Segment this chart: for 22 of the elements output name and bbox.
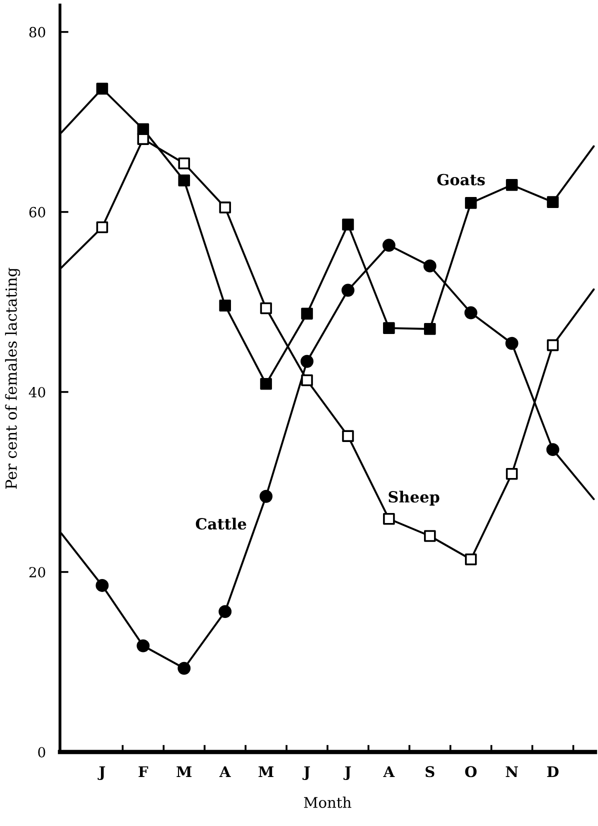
series-label: Cattle	[196, 518, 246, 530]
x-tick-label: M	[176, 766, 192, 777]
x-tick-label: O	[465, 766, 477, 778]
x-tick-label: S	[426, 766, 434, 778]
y-tick-label: 80	[29, 26, 46, 38]
x-tick-label: J	[343, 766, 351, 780]
x-tick-label: N	[506, 766, 518, 777]
y-tick-label: 40	[28, 386, 46, 398]
series-label: Goats	[437, 174, 485, 186]
series-label: Sheep	[388, 490, 440, 506]
y-tick-label: 20	[29, 566, 46, 578]
y-tick-label: 0	[38, 746, 46, 758]
x-tick-label: J	[98, 766, 106, 780]
x-axis-title: Month	[304, 796, 352, 808]
x-tick-label: D	[547, 766, 559, 777]
x-tick-label: A	[219, 766, 231, 777]
x-tick-label: M	[258, 766, 274, 777]
x-tick-label: F	[138, 766, 148, 777]
y-axis-title: Per cent of females lactating	[5, 268, 20, 489]
x-tick-label: J	[302, 766, 310, 780]
y-tick-label: 60	[29, 206, 46, 218]
x-tick-label: A	[383, 766, 395, 777]
